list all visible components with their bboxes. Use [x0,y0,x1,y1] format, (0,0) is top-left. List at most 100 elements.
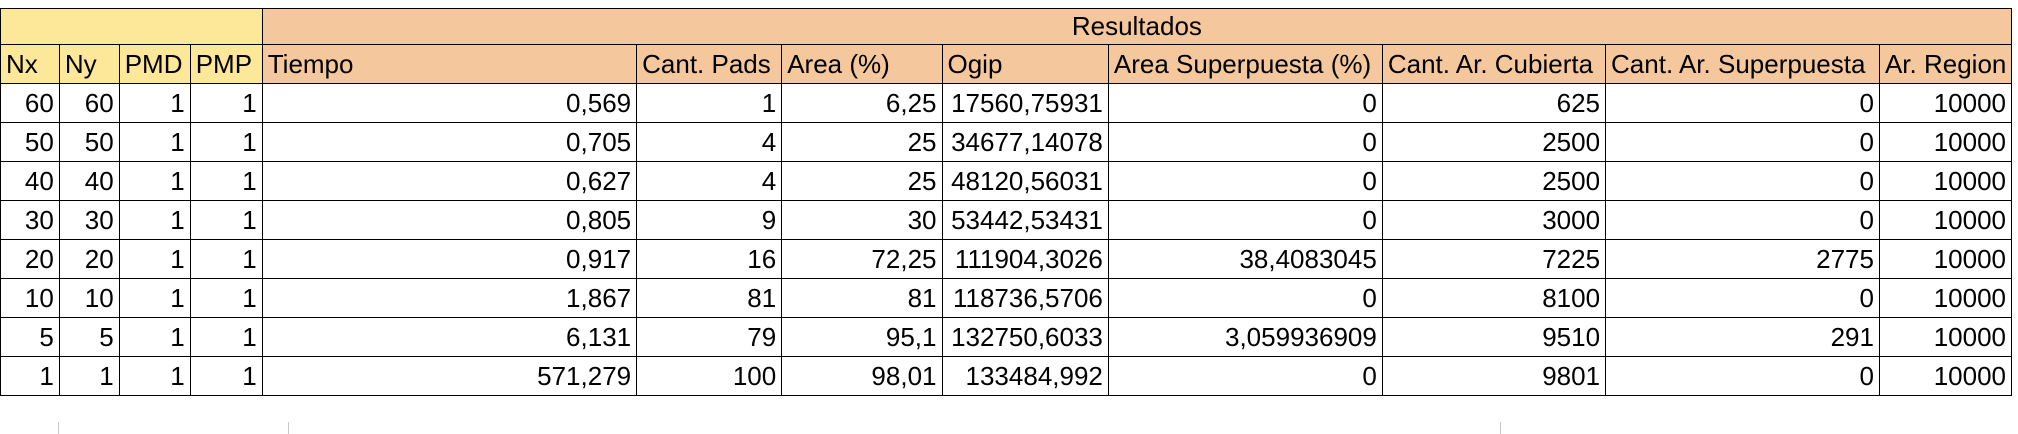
header-cell-cant-ar-superpuesta[interactable]: Cant. Ar. Superpuesta [1605,44,1880,84]
table-cell[interactable]: 1 [189,356,263,396]
table-cell[interactable]: 1,867 [261,278,638,318]
table-cell[interactable]: 1 [118,83,191,123]
table-cell[interactable]: 1 [58,356,120,396]
table-cell[interactable]: 60 [58,83,120,123]
table-cell[interactable]: 0 [1107,200,1383,240]
table-cell[interactable]: 25 [781,161,943,201]
table-cell[interactable]: 4 [636,161,783,201]
table-cell[interactable]: 9510 [1381,317,1607,357]
table-cell[interactable]: 10000 [1878,317,2013,357]
table-cell[interactable]: 0,917 [261,239,638,279]
table-cell[interactable]: 291 [1605,317,1880,357]
table-cell[interactable]: 0 [1107,278,1383,318]
table-cell[interactable]: 625 [1381,83,1607,123]
header-cell-tiempo[interactable]: Tiempo [261,44,638,84]
table-cell[interactable]: 9801 [1381,356,1607,396]
table-cell[interactable]: 10 [58,278,120,318]
table-cell[interactable]: 40 [58,161,120,201]
table-cell[interactable]: 10000 [1878,83,2013,123]
table-cell[interactable]: 34677,14078 [941,122,1109,162]
table-cell[interactable]: 100 [636,356,783,396]
table-cell[interactable]: 53442,53431 [941,200,1109,240]
table-cell[interactable]: 79 [636,317,783,357]
header-cell-cant-ar-cubierta[interactable]: Cant. Ar. Cubierta [1381,44,1607,84]
table-cell[interactable]: 1 [118,122,191,162]
table-cell[interactable]: 1 [0,356,60,396]
table-cell[interactable]: 9 [636,200,783,240]
table-cell[interactable]: 0 [1605,122,1880,162]
table-cell[interactable]: 0 [1107,161,1383,201]
table-cell[interactable]: 1 [189,278,263,318]
table-cell[interactable]: 10 [0,278,60,318]
blank-header-cell[interactable] [0,8,263,45]
table-cell[interactable]: 81 [781,278,943,318]
table-cell[interactable]: 0,627 [261,161,638,201]
table-cell[interactable]: 5 [0,317,60,357]
table-cell[interactable]: 0 [1107,356,1383,396]
header-cell-ogip[interactable]: Ogip [941,44,1109,84]
table-cell[interactable]: 0 [1605,161,1880,201]
table-cell[interactable]: 1 [118,200,191,240]
table-cell[interactable]: 0 [1107,83,1383,123]
header-cell-ny[interactable]: Ny [58,44,120,84]
resultados-header-cell[interactable]: Resultados [261,8,2013,45]
table-cell[interactable]: 25 [781,122,943,162]
table-cell[interactable]: 0,569 [261,83,638,123]
table-cell[interactable]: 1 [189,317,263,357]
table-cell[interactable]: 72,25 [781,239,943,279]
table-cell[interactable]: 30 [781,200,943,240]
table-cell[interactable]: 2500 [1381,161,1607,201]
header-cell-nx[interactable]: Nx [0,44,60,84]
table-cell[interactable]: 40 [0,161,60,201]
table-cell[interactable]: 0 [1605,200,1880,240]
table-cell[interactable]: 1 [118,317,191,357]
table-cell[interactable]: 5 [58,317,120,357]
table-cell[interactable]: 111904,3026 [941,239,1109,279]
table-cell[interactable]: 1 [189,200,263,240]
header-cell-cant-pads[interactable]: Cant. Pads [636,44,783,84]
table-cell[interactable]: 60 [0,83,60,123]
table-cell[interactable]: 30 [0,200,60,240]
header-cell-pmp[interactable]: PMP [189,44,263,84]
table-cell[interactable]: 1 [118,278,191,318]
table-cell[interactable]: 10000 [1878,200,2013,240]
table-cell[interactable]: 50 [0,122,60,162]
table-cell[interactable]: 1 [189,239,263,279]
table-cell[interactable]: 1 [189,122,263,162]
table-cell[interactable]: 10000 [1878,122,2013,162]
table-cell[interactable]: 133484,992 [941,356,1109,396]
table-cell[interactable]: 0,805 [261,200,638,240]
table-cell[interactable]: 132750,6033 [941,317,1109,357]
table-cell[interactable]: 2775 [1605,239,1880,279]
header-cell-area[interactable]: Area (%) [781,44,943,84]
table-cell[interactable]: 3000 [1381,200,1607,240]
table-cell[interactable]: 118736,5706 [941,278,1109,318]
table-cell[interactable]: 1 [118,161,191,201]
table-cell[interactable]: 95,1 [781,317,943,357]
table-cell[interactable]: 30 [58,200,120,240]
table-cell[interactable]: 1 [118,239,191,279]
table-cell[interactable]: 20 [58,239,120,279]
table-cell[interactable]: 571,279 [261,356,638,396]
table-cell[interactable]: 10000 [1878,239,2013,279]
table-cell[interactable]: 8100 [1381,278,1607,318]
table-cell[interactable]: 10000 [1878,356,2013,396]
table-cell[interactable]: 2500 [1381,122,1607,162]
table-cell[interactable]: 6,131 [261,317,638,357]
table-cell[interactable]: 0 [1605,83,1880,123]
table-cell[interactable]: 4 [636,122,783,162]
table-cell[interactable]: 20 [0,239,60,279]
table-cell[interactable]: 48120,56031 [941,161,1109,201]
table-cell[interactable]: 0 [1107,122,1383,162]
table-cell[interactable]: 3,059936909 [1107,317,1383,357]
header-cell-ar-region[interactable]: Ar. Region [1878,44,2013,84]
table-cell[interactable]: 10000 [1878,161,2013,201]
table-cell[interactable]: 17560,75931 [941,83,1109,123]
table-cell[interactable]: 7225 [1381,239,1607,279]
table-cell[interactable]: 38,4083045 [1107,239,1383,279]
table-cell[interactable]: 1 [189,83,263,123]
table-cell[interactable]: 1 [118,356,191,396]
table-cell[interactable]: 0 [1605,356,1880,396]
table-cell[interactable]: 16 [636,239,783,279]
table-cell[interactable]: 0 [1605,278,1880,318]
